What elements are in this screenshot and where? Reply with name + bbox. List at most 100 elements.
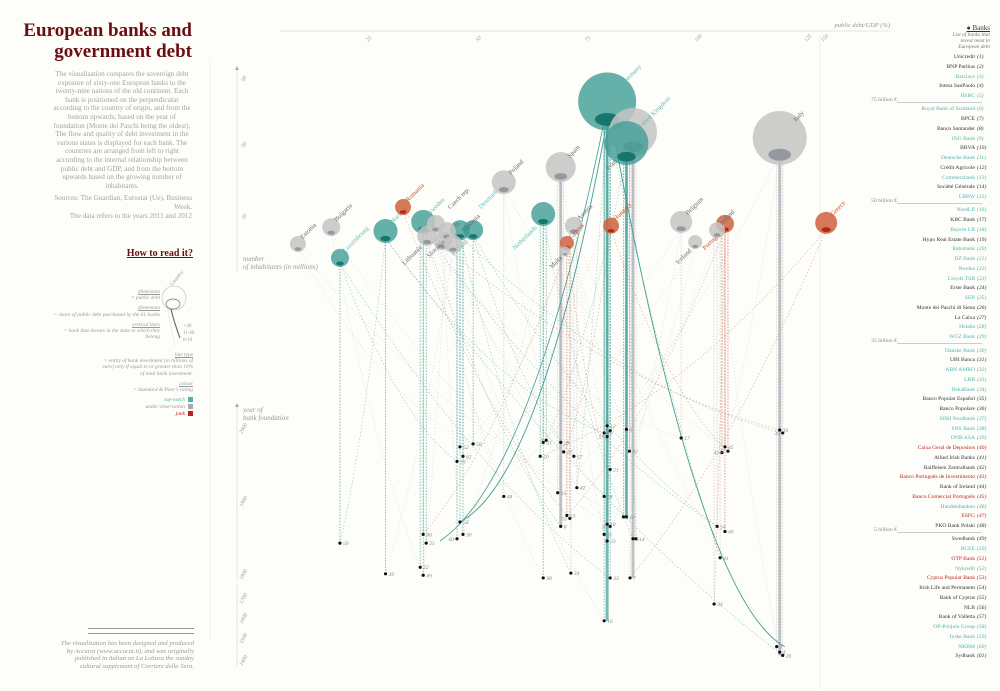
bank-name: Monte dei Paschi di Siena xyxy=(916,304,975,311)
country-label: Bulgaria xyxy=(333,202,354,223)
country-bubble xyxy=(688,235,703,250)
bank-number: (58) xyxy=(977,624,987,631)
bank-node-label: 21 xyxy=(613,467,619,473)
bank-name: Hypo Real Estate Bank xyxy=(922,236,975,243)
bank-number: (20) xyxy=(977,246,987,253)
bank-name: SNS Bank xyxy=(951,425,975,432)
bank-node xyxy=(781,431,785,435)
intro-text: The visualisation compares the sovereign… xyxy=(53,70,191,190)
bank-number: (56) xyxy=(977,604,987,611)
bank-node xyxy=(418,565,422,569)
bank-share-ellipse xyxy=(327,230,335,235)
x-tick-label: 25 xyxy=(365,35,373,43)
cross-investment-line xyxy=(385,238,605,434)
bank-node-label: 30 xyxy=(465,532,472,538)
threshold-line xyxy=(897,531,982,533)
bank-number: (6) xyxy=(977,106,984,113)
bank-name: HSH Nordbank xyxy=(940,415,975,422)
cross-investment-line xyxy=(339,238,386,544)
cross-investment-line xyxy=(545,156,627,441)
bank-node xyxy=(559,524,563,528)
bank-node-label: 13 xyxy=(607,431,613,437)
bank-number: (42) xyxy=(977,464,987,471)
threshold-label: 25 billion € xyxy=(871,337,897,344)
cross-investment-line xyxy=(606,118,721,558)
bank-node xyxy=(726,449,730,453)
year-tick-label: 1900 xyxy=(239,495,250,508)
bank-node-label: 19 xyxy=(599,435,605,441)
bank-node-label: 50 xyxy=(343,541,349,547)
bank-share-ellipse xyxy=(554,173,568,180)
intro-column: The visualisation compares the sovereign… xyxy=(52,70,192,220)
bank-list-item: OP-Pohjola Group (58) xyxy=(855,623,990,633)
bank-share-ellipse xyxy=(380,235,391,242)
bank-name: DNB ASA xyxy=(950,435,975,442)
bank-list-threshold: 75 billion € xyxy=(855,97,990,106)
bank-node xyxy=(461,532,465,536)
threshold-label: 75 billion € xyxy=(871,96,897,103)
bank-node-label: 15 xyxy=(561,491,567,497)
bank-list-item: SNS Bank (38) xyxy=(855,425,990,435)
bank-list-item: Monte dei Paschi di Siena (26) xyxy=(855,304,990,314)
country-bubble xyxy=(752,110,807,165)
bank-list-item: BBVA (10) xyxy=(855,144,990,154)
bank-number: (26) xyxy=(977,304,987,311)
bank-list-item: Hypo Real Estate Bank (19) xyxy=(855,236,990,246)
cross-investment-line xyxy=(629,146,634,452)
bank-number: (52) xyxy=(977,565,987,572)
bank-number: (17) xyxy=(977,217,987,224)
major-investment-line xyxy=(631,146,635,578)
bank-name: OP-Pohjola Group xyxy=(933,624,975,631)
bank-name: HSBC xyxy=(960,93,975,99)
bank-number: (39) xyxy=(977,435,987,442)
bank-node-label: 12 xyxy=(610,424,616,430)
bank-node xyxy=(602,494,606,499)
cross-investment-line xyxy=(435,229,627,518)
bank-node xyxy=(338,541,342,545)
bank-share-ellipse xyxy=(449,247,457,252)
x-tick-label: 150 xyxy=(820,33,830,43)
bank-node xyxy=(778,650,782,654)
cross-investment-line xyxy=(716,234,781,653)
bank-name: La Caixa xyxy=(954,314,975,321)
legend-rating-swatch xyxy=(188,411,193,417)
bank-name: BCEE xyxy=(960,546,975,553)
bank-number: (9) xyxy=(977,135,984,142)
country-bubble-belgium: Belgium xyxy=(670,196,705,233)
bank-node xyxy=(608,524,612,528)
legend-dimension-2: dimension = share of public debt purchase… xyxy=(50,305,160,317)
bank-number: (2) xyxy=(977,63,984,70)
country-bubble xyxy=(545,152,576,183)
legend-public-debt-circle xyxy=(161,285,187,311)
bank-node-label: 17 xyxy=(684,436,690,442)
country-label: Italy xyxy=(792,109,806,123)
bank-number: (14) xyxy=(977,184,987,191)
bank-list-subtitle: List of banks that invest most in Europe… xyxy=(952,32,990,50)
cross-investment-line xyxy=(560,176,627,430)
legend-share-ellipse xyxy=(165,298,181,310)
bank-node-label: 2 xyxy=(604,429,607,435)
cross-investment-line xyxy=(339,263,611,579)
bank-node xyxy=(605,434,609,439)
bank-number: (10) xyxy=(977,145,987,152)
bank-number: (36) xyxy=(977,406,987,413)
bank-list-item: HSH Nordbank (37) xyxy=(855,415,990,425)
cross-investment-line xyxy=(603,246,696,497)
bank-list-item: Irish Life and Permanent (54) xyxy=(855,584,990,594)
bank-node xyxy=(461,454,465,458)
bank-name: Raiffeisen Zentralbank xyxy=(923,464,975,471)
bank-number: (34) xyxy=(977,386,987,393)
bank-list-item: La Caixa (27) xyxy=(855,314,990,324)
bank-name: Banco Santander xyxy=(936,125,975,132)
country-bubble xyxy=(560,246,571,257)
legend-vertical-line xyxy=(170,308,181,339)
bank-node-label: 14 xyxy=(639,536,645,543)
country-bubble xyxy=(815,211,838,234)
year-tick-label: 2000 xyxy=(239,422,250,435)
major-cross-line xyxy=(459,131,606,523)
cross-investment-line xyxy=(446,236,611,527)
legend-country-label: Country xyxy=(169,269,186,287)
country-label: Denmark xyxy=(477,188,500,211)
bank-share-ellipse xyxy=(768,148,792,161)
bank-list-threshold: 25 billion € xyxy=(855,338,990,347)
